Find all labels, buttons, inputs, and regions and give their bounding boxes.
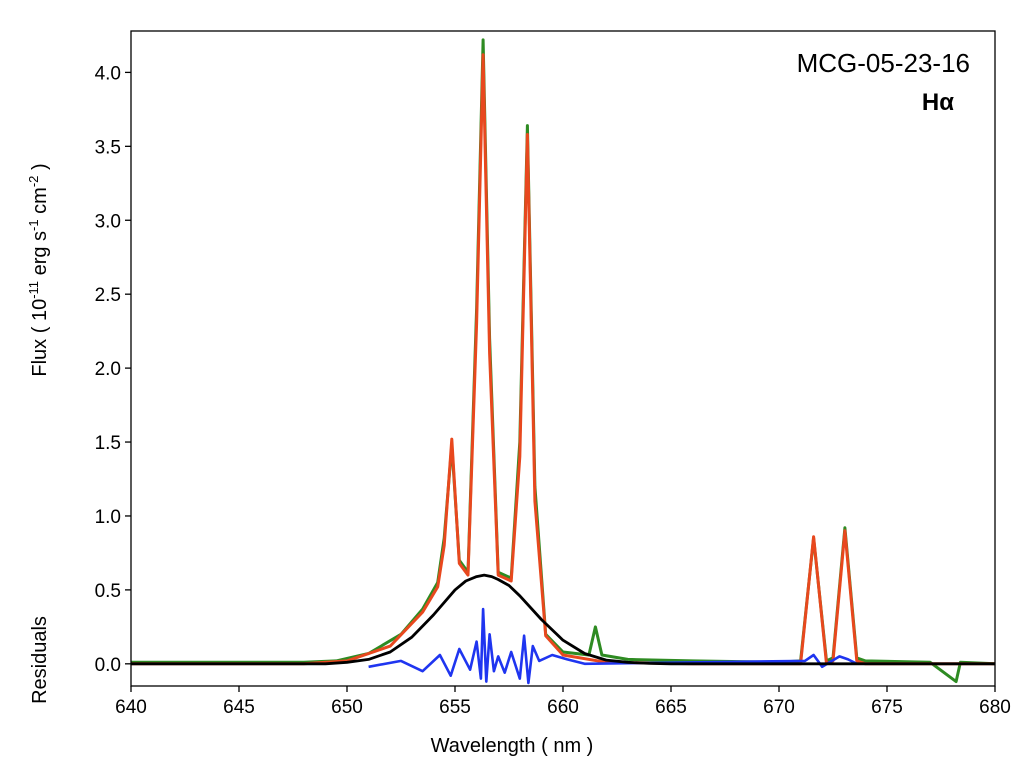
- x-tick-label: 650: [331, 697, 363, 718]
- y-tick-label: 1.0: [95, 507, 121, 528]
- plot-area: [131, 31, 995, 686]
- x-tick-label: 670: [763, 697, 795, 718]
- object-name-annotation: MCG-05-23-16: [797, 48, 970, 78]
- y-tick-label: 3.0: [95, 211, 121, 232]
- x-tick-label: 660: [547, 697, 579, 718]
- line-name-annotation: Hα: [922, 89, 954, 116]
- x-axis-label: Wavelength ( nm ): [431, 735, 594, 757]
- y-label-exp-3: -2: [26, 176, 41, 188]
- y-label-exp-1: -11: [26, 281, 41, 299]
- y-label-mid: erg s: [29, 231, 51, 281]
- y-tick-label: 0.5: [95, 581, 121, 602]
- x-axis: 640 645 650 655 660 665 670 675 680: [115, 686, 1011, 718]
- x-tick-label: 675: [871, 697, 903, 718]
- y-tick-label: 2.5: [95, 285, 121, 306]
- y-tick-label: 4.0: [95, 63, 121, 84]
- x-tick-label: 665: [655, 697, 687, 718]
- x-tick-label: 645: [223, 697, 255, 718]
- x-tick-label: 680: [979, 697, 1011, 718]
- broad-series-line: [131, 573, 995, 666]
- y-label-exp-2: -1: [26, 219, 41, 231]
- residuals-axis-label: Residuals: [29, 616, 51, 704]
- residual-series-line: [368, 607, 858, 685]
- y-label-main: Flux ( 10: [29, 299, 51, 377]
- y-label-mid-2: cm: [29, 187, 51, 219]
- y-axis: 0.0 0.5 1.0 1.5 2.0 2.5 3.0 3.5 4.0: [95, 63, 131, 676]
- y-tick-label: 3.5: [95, 137, 121, 158]
- y-axis-label: Flux ( 10-11 erg s-1 cm-2 ): [26, 163, 51, 376]
- x-tick-label: 655: [439, 697, 471, 718]
- y-tick-label: 1.5: [95, 433, 121, 454]
- x-tick-label: 640: [115, 697, 147, 718]
- y-tick-label: 2.0: [95, 359, 121, 380]
- y-label-end: ): [29, 163, 51, 175]
- y-tick-label: 0.0: [95, 655, 121, 676]
- series-layer: [131, 38, 995, 685]
